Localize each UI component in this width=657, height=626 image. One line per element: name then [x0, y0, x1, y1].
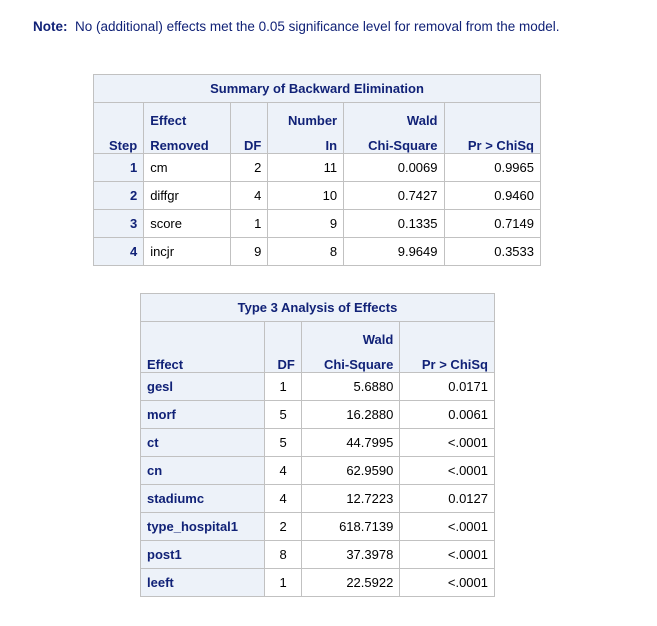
df-cell: 2	[264, 512, 302, 541]
table-row: morf 5 16.2880 0.0061	[139, 400, 495, 429]
effect-cell: type_hospital1	[139, 512, 266, 541]
df-cell: 4	[264, 456, 302, 485]
col-header-number-top: Number	[267, 102, 345, 128]
table-row: type_hospital1 2 618.7139 <.0001	[139, 512, 495, 541]
table-row: 1 cm 2 11 0.0069 0.9965	[92, 153, 541, 182]
step-cell: 2	[92, 181, 145, 210]
col-header-wald-top: Wald	[300, 321, 401, 347]
note-text: No (additional) effects met the 0.05 sig…	[75, 19, 560, 34]
df-cell: 5	[264, 428, 302, 457]
wald-cell: 12.7223	[300, 484, 401, 513]
table-row: 3 score 1 9 0.1335 0.7149	[92, 209, 541, 238]
df-cell: 1	[264, 568, 302, 597]
col-header-df: DF	[230, 102, 269, 154]
effect-cell: gesl	[139, 372, 266, 401]
backward-elimination-table: Summary of Backward Elimination Step Eff…	[92, 74, 541, 266]
wald-cell: 16.2880	[300, 400, 401, 429]
wald-cell: 0.1335	[343, 209, 445, 238]
table-row: cn 4 62.9590 <.0001	[139, 456, 495, 485]
p-value-cell: 0.9460	[443, 181, 541, 210]
effect-cell: diffgr	[143, 181, 232, 210]
wald-cell: 618.7139	[300, 512, 401, 541]
number-in-cell: 8	[267, 237, 345, 266]
step-cell: 3	[92, 209, 145, 238]
effect-cell: cn	[139, 456, 266, 485]
wald-cell: 0.0069	[343, 153, 445, 182]
col-header-effect: Effect	[139, 321, 266, 373]
effect-cell: post1	[139, 540, 266, 569]
col-header-wald-top: Wald	[343, 102, 445, 128]
table-row: 4 incjr 9 8 9.9649 0.3533	[92, 237, 541, 266]
table-row: ct 5 44.7995 <.0001	[139, 428, 495, 457]
p-value-cell: 0.3533	[443, 237, 541, 266]
col-header-number-bottom: In	[267, 128, 345, 154]
effect-cell: leeft	[139, 568, 266, 597]
col-header-p: Pr > ChiSq	[399, 321, 495, 373]
effect-cell: stadiumc	[139, 484, 266, 513]
type3-analysis-title: Type 3 Analysis of Effects	[140, 293, 495, 322]
p-value-cell: 0.0127	[399, 484, 495, 513]
df-cell: 9	[230, 237, 269, 266]
df-cell: 4	[264, 484, 302, 513]
df-cell: 1	[264, 372, 302, 401]
col-header-wald-bottom: Chi-Square	[343, 128, 445, 154]
wald-cell: 44.7995	[300, 428, 401, 457]
note-message: Note: No (additional) effects met the 0.…	[33, 19, 560, 34]
p-value-cell: <.0001	[399, 512, 495, 541]
wald-cell: 37.3978	[300, 540, 401, 569]
df-cell: 8	[264, 540, 302, 569]
df-cell: 1	[230, 209, 269, 238]
backward-elimination-title: Summary of Backward Elimination	[93, 74, 541, 103]
p-value-cell: 0.0171	[399, 372, 495, 401]
p-value-cell: 0.7149	[443, 209, 541, 238]
effect-cell: ct	[139, 428, 266, 457]
col-header-p: Pr > ChiSq	[443, 102, 541, 154]
note-label: Note:	[33, 19, 68, 34]
p-value-cell: <.0001	[399, 456, 495, 485]
col-header-effect-top: Effect	[143, 102, 232, 128]
p-value-cell: 0.0061	[399, 400, 495, 429]
col-header-df: DF	[264, 321, 302, 373]
number-in-cell: 9	[267, 209, 345, 238]
step-cell: 4	[92, 237, 145, 266]
p-value-cell: 0.9965	[443, 153, 541, 182]
wald-cell: 5.6880	[300, 372, 401, 401]
type3-analysis-table: Type 3 Analysis of Effects Effect DF Wal…	[139, 293, 495, 597]
df-cell: 5	[264, 400, 302, 429]
table-row: post1 8 37.3978 <.0001	[139, 540, 495, 569]
table-row: stadiumc 4 12.7223 0.0127	[139, 484, 495, 513]
effect-cell: incjr	[143, 237, 232, 266]
step-cell: 1	[92, 153, 145, 182]
wald-cell: 9.9649	[343, 237, 445, 266]
p-value-cell: <.0001	[399, 568, 495, 597]
table-row: gesl 1 5.6880 0.0171	[139, 372, 495, 401]
col-header-step: Step	[92, 102, 145, 154]
effect-cell: cm	[143, 153, 232, 182]
p-value-cell: <.0001	[399, 428, 495, 457]
effect-cell: score	[143, 209, 232, 238]
col-header-wald-bottom: Chi-Square	[300, 347, 401, 373]
df-cell: 4	[230, 181, 269, 210]
wald-cell: 22.5922	[300, 568, 401, 597]
effect-cell: morf	[139, 400, 266, 429]
wald-cell: 0.7427	[343, 181, 445, 210]
number-in-cell: 10	[267, 181, 345, 210]
df-cell: 2	[230, 153, 269, 182]
number-in-cell: 11	[267, 153, 345, 182]
p-value-cell: <.0001	[399, 540, 495, 569]
table-row: 2 diffgr 4 10 0.7427 0.9460	[92, 181, 541, 210]
table-row: leeft 1 22.5922 <.0001	[139, 568, 495, 597]
col-header-effect-bottom: Removed	[143, 128, 232, 154]
wald-cell: 62.9590	[300, 456, 401, 485]
